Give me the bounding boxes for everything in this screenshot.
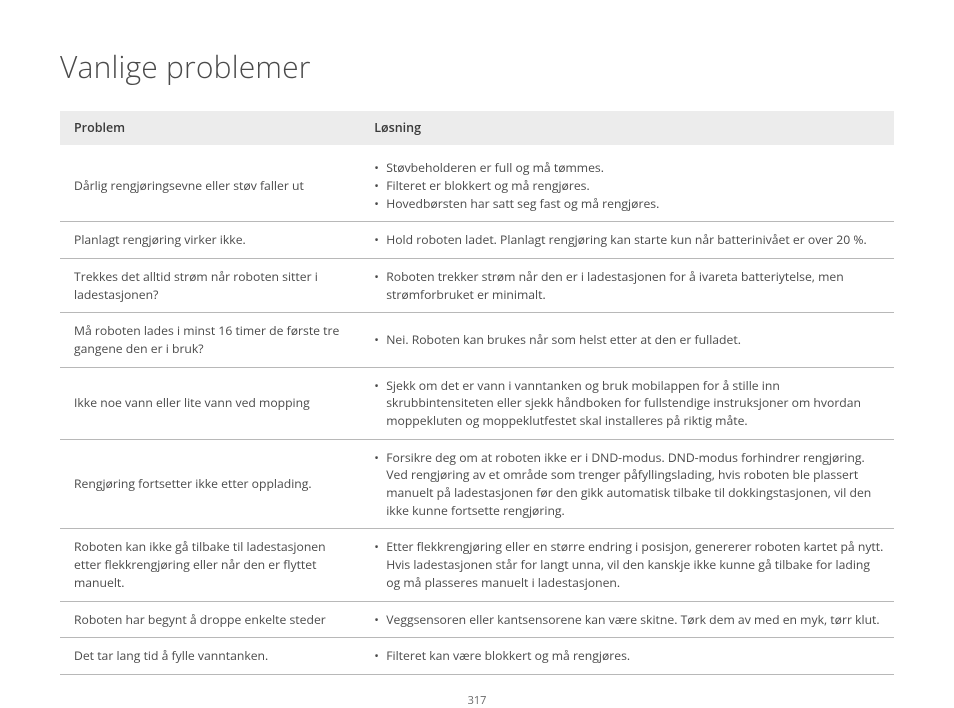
solution-cell: Roboten trekker strøm når den er i lades… (360, 258, 894, 312)
solution-item: Forsikre deg om at roboten ikke er i DND… (374, 449, 884, 520)
header-problem: Problem (60, 111, 360, 145)
solution-cell: Hold roboten ladet. Planlagt rengjøring … (360, 222, 894, 259)
table-row: Dårlig rengjøringsevne eller støv faller… (60, 145, 894, 222)
problem-cell: Rengjøring fortsetter ikke etter oppladi… (60, 439, 360, 529)
solution-item: Nei. Roboten kan brukes når som helst et… (374, 331, 884, 349)
problem-cell: Det tar lang tid å fylle vanntanken. (60, 638, 360, 675)
table-row: Det tar lang tid å fylle vanntanken. Filt… (60, 638, 894, 675)
solution-item: Sjekk om det er vann i vanntanken og bru… (374, 377, 884, 430)
solution-list: Forsikre deg om at roboten ikke er i DND… (374, 449, 884, 520)
solution-cell: Etter flekkrengjøring eller en større en… (360, 529, 894, 601)
solution-item: Hovedbørsten har satt seg fast og må ren… (374, 195, 884, 213)
solution-cell: Forsikre deg om at roboten ikke er i DND… (360, 439, 894, 529)
solution-item: Filteret kan være blokkert og må rengjør… (374, 647, 884, 665)
table-row: Roboten har begynt å droppe enkelte sted… (60, 601, 894, 638)
problem-cell: Planlagt rengjøring virker ikke. (60, 222, 360, 259)
table-header-row: Problem Løsning (60, 111, 894, 145)
problems-table: Problem Løsning Dårlig rengjøringsevne e… (60, 111, 894, 675)
table-row: Planlagt rengjøring virker ikke. Hold rob… (60, 222, 894, 259)
solution-list: Veggsensoren eller kantsensorene kan vær… (374, 611, 884, 629)
solution-list: Roboten trekker strøm når den er i lades… (374, 268, 884, 303)
solution-list: Hold roboten ladet. Planlagt rengjøring … (374, 231, 884, 249)
solution-cell: Nei. Roboten kan brukes når som helst et… (360, 313, 894, 367)
problem-cell: Roboten kan ikke gå tilbake til ladestas… (60, 529, 360, 601)
solution-cell: Veggsensoren eller kantsensorene kan vær… (360, 601, 894, 638)
solution-list: Støvbeholderen er full og må tømmes.Filt… (374, 159, 884, 212)
table-body: Dårlig rengjøringsevne eller støv faller… (60, 145, 894, 674)
solution-cell: Sjekk om det er vann i vanntanken og bru… (360, 367, 894, 439)
problem-cell: Ikke noe vann eller lite vann ved moppin… (60, 367, 360, 439)
page-number: 317 (60, 693, 894, 708)
page-container: Vanlige problemer Problem Løsning Dårlig… (0, 0, 954, 708)
solution-item: Roboten trekker strøm når den er i lades… (374, 268, 884, 303)
solution-list: Sjekk om det er vann i vanntanken og bru… (374, 377, 884, 430)
solution-cell: Støvbeholderen er full og må tømmes.Filt… (360, 145, 894, 222)
header-solution: Løsning (360, 111, 894, 145)
solution-item: Filteret er blokkert og må rengjøres. (374, 177, 884, 195)
solution-list: Filteret kan være blokkert og må rengjør… (374, 647, 884, 665)
page-title: Vanlige problemer (60, 46, 894, 87)
solution-item: Veggsensoren eller kantsensorene kan vær… (374, 611, 884, 629)
solution-item: Støvbeholderen er full og må tømmes. (374, 159, 884, 177)
problem-cell: Må roboten lades i minst 16 timer de før… (60, 313, 360, 367)
solution-item: Etter flekkrengjøring eller en større en… (374, 538, 884, 591)
solution-item: Hold roboten ladet. Planlagt rengjøring … (374, 231, 884, 249)
table-row: Må roboten lades i minst 16 timer de før… (60, 313, 894, 367)
table-row: Roboten kan ikke gå tilbake til ladestas… (60, 529, 894, 601)
table-row: Trekkes det alltid strøm når roboten sit… (60, 258, 894, 312)
solution-list: Etter flekkrengjøring eller en større en… (374, 538, 884, 591)
solution-cell: Filteret kan være blokkert og må rengjør… (360, 638, 894, 675)
problem-cell: Dårlig rengjøringsevne eller støv faller… (60, 145, 360, 222)
solution-list: Nei. Roboten kan brukes når som helst et… (374, 331, 884, 349)
problem-cell: Roboten har begynt å droppe enkelte sted… (60, 601, 360, 638)
table-row: Rengjøring fortsetter ikke etter oppladi… (60, 439, 894, 529)
problem-cell: Trekkes det alltid strøm når roboten sit… (60, 258, 360, 312)
table-row: Ikke noe vann eller lite vann ved moppin… (60, 367, 894, 439)
